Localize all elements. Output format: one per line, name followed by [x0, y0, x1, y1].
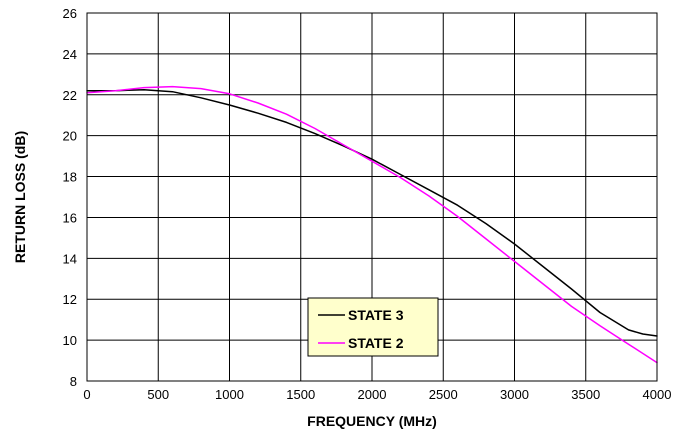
y-tick-label: 16 — [63, 210, 77, 225]
x-axis-title: FREQUENCY (MHz) — [307, 413, 437, 429]
series-group — [86, 85, 658, 364]
x-tick-label: 1500 — [286, 387, 315, 402]
x-tick-label: 0 — [83, 387, 90, 402]
x-tick-label: 3000 — [500, 387, 529, 402]
series-line-state-3 — [86, 88, 658, 337]
series-line-state-2 — [86, 85, 658, 364]
plot-frame — [86, 12, 658, 382]
y-tick-label: 8 — [70, 374, 77, 389]
y-tick-label: 20 — [63, 129, 77, 144]
y-axis-title: RETURN LOSS (dB) — [12, 131, 28, 263]
y-tick-label: 12 — [63, 292, 77, 307]
legend: STATE 3 STATE 2 — [307, 297, 439, 357]
y-tick-label: 14 — [63, 251, 77, 266]
x-tick-label: 4000 — [643, 387, 672, 402]
x-tick-label: 2500 — [429, 387, 458, 402]
x-tick-labels: 0 500 1000 1500 2000 2500 3000 3500 4000 — [83, 387, 671, 402]
x-tick-label: 1000 — [215, 387, 244, 402]
y-tick-label: 24 — [63, 47, 77, 62]
x-tick-label: 2000 — [358, 387, 387, 402]
legend-label-state-3: STATE 3 — [348, 307, 404, 323]
y-tick-labels: 8 10 12 14 16 18 20 22 24 26 — [63, 6, 77, 389]
x-tick-label: 3500 — [571, 387, 600, 402]
y-tick-label: 10 — [63, 333, 77, 348]
y-tick-label: 26 — [63, 6, 77, 21]
legend-label-state-2: STATE 2 — [348, 335, 404, 351]
legend-box — [307, 297, 439, 357]
x-tick-label: 500 — [147, 387, 169, 402]
y-tick-label: 18 — [63, 170, 77, 185]
y-tick-label: 22 — [63, 88, 77, 103]
